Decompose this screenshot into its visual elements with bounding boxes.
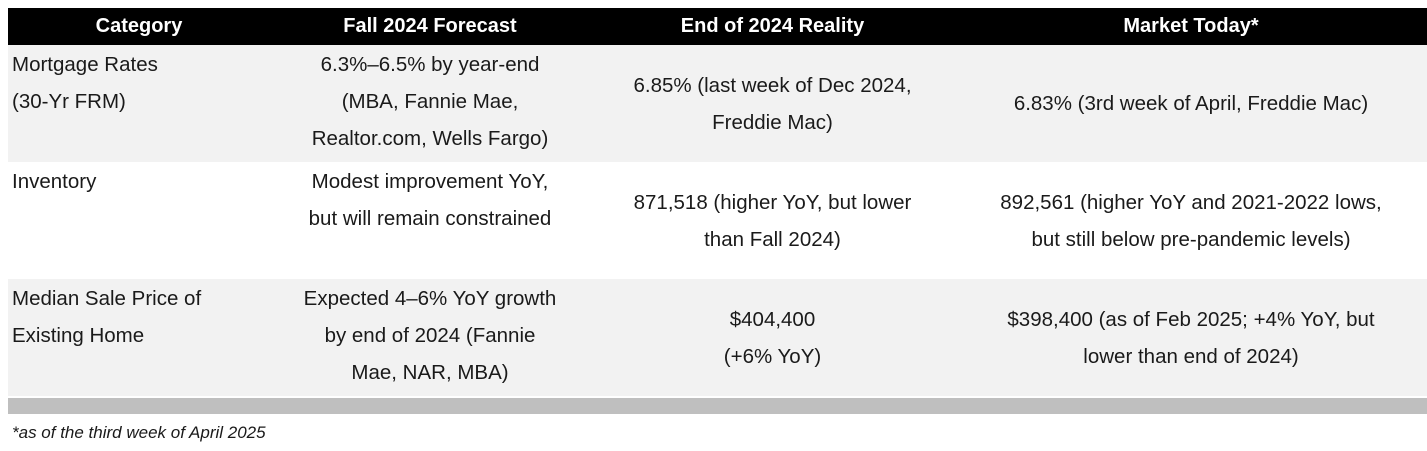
footer-bar (8, 398, 1427, 414)
cell-text: Expected 4–6% YoY growth (303, 287, 557, 310)
header-cell: Market Today* (955, 8, 1427, 45)
cell-text: Median Sale Price of (12, 287, 202, 310)
cell-text: 6.83% (3rd week of April, Freddie Mac) (1013, 92, 1369, 115)
header-cell: Category (8, 8, 270, 45)
table-cell: 6.3%–6.5% by year-end (MBA, Fannie Mae, Re… (270, 45, 590, 162)
table-row: Mortgage Rates (30-Yr FRM) 6.3%–6.5% by ye… (8, 45, 1427, 162)
cell-text: 871,518 (higher YoY, but lower (633, 190, 912, 214)
table-row: Median Sale Price of Existing Home Expecte… (8, 279, 1427, 396)
cell-text: but still below pre-pandemic levels) (1031, 227, 1351, 251)
cell-text: Modest improvement YoY, (311, 170, 549, 193)
cell-text: Existing Home (12, 324, 145, 347)
table-cell: 871,518 (higher YoY, but lower than Fall … (590, 162, 955, 279)
table: Category Fall 2024 Forecast End of 2024 Re… (8, 8, 1427, 396)
cell-text: than Fall 2024) (704, 227, 841, 251)
table-cell: Expected 4–6% YoY growth by end of 2024 (… (270, 279, 590, 396)
cell-text: 892,561 (higher YoY and 2021-2022 lows, (1000, 190, 1382, 214)
cell-text: Mae, NAR, MBA) (351, 361, 509, 384)
cell-text: Inventory (12, 170, 97, 193)
cell-text: 6.3%–6.5% by year-end (320, 53, 540, 76)
cell-text: (+6% YoY) (723, 344, 822, 368)
table-cell: Inventory (8, 162, 270, 279)
cell-text: Mortgage Rates (12, 53, 158, 76)
table-container: Category Fall 2024 Forecast End of 2024 Re… (8, 8, 1427, 414)
cell-text: by end of 2024 (Fannie (324, 324, 536, 347)
footnote: *as of the third week of April 2025 (12, 423, 266, 442)
cell-text: $404,400 (729, 307, 816, 331)
cell-text: Freddie Mac) (712, 110, 833, 134)
table-cell: Modest improvement YoY, but will remain c… (270, 162, 590, 279)
header-row: Category Fall 2024 Forecast End of 2024 Re… (8, 8, 1427, 45)
header-cell: End of 2024 Reality (590, 8, 955, 45)
table-cell: $398,400 (as of Feb 2025; +4% YoY, but lo… (955, 279, 1427, 396)
table-row: Inventory Modest improvement YoY, but will… (8, 162, 1427, 279)
cell-text: Realtor.com, Wells Fargo) (311, 127, 549, 150)
table-cell: Mortgage Rates (30-Yr FRM) (8, 45, 270, 162)
cell-text: (MBA, Fannie Mae, (341, 90, 519, 113)
table-cell: $404,400 (+6% YoY) (590, 279, 955, 396)
cell-text: but will remain constrained (308, 207, 552, 230)
header-cell: Fall 2024 Forecast (270, 8, 590, 45)
cell-text: lower than end of 2024) (1083, 344, 1299, 368)
table-cell: 6.85% (last week of Dec 2024, Freddie Mac… (590, 45, 955, 162)
cell-text: $398,400 (as of Feb 2025; +4% YoY, but (1007, 307, 1375, 331)
cell-text: 6.85% (last week of Dec 2024, (633, 73, 912, 97)
table-cell: Median Sale Price of Existing Home (8, 279, 270, 396)
cell-text: (30-Yr FRM) (12, 90, 126, 113)
table-cell: 892,561 (higher YoY and 2021-2022 lows, b… (955, 162, 1427, 279)
table-cell: 6.83% (3rd week of April, Freddie Mac) (955, 45, 1427, 162)
